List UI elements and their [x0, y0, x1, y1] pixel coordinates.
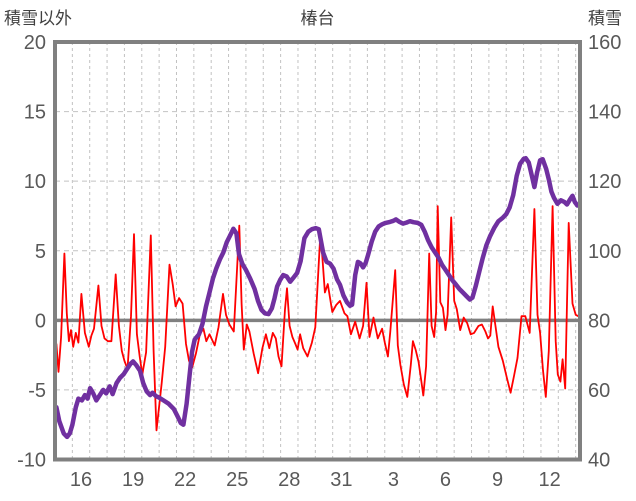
x-axis-tick-label: 22: [174, 469, 196, 491]
snow-depth-line: [54, 155, 582, 440]
left-axis-tick-label: 5: [35, 241, 46, 263]
non-snow-element-line: [55, 205, 580, 432]
right-axis-tick-label: 40: [588, 450, 610, 472]
left-axis-title: 積雪以外: [4, 9, 72, 28]
right-axis-title: 積雪: [588, 9, 622, 28]
right-axis-tick-label: 120: [588, 171, 621, 193]
right-axis-tick-label: 140: [588, 102, 621, 124]
left-axis-tick-label: 20: [24, 32, 46, 54]
left-axis-tick-label: 0: [35, 310, 46, 332]
x-axis-tick-label: 16: [70, 469, 92, 491]
x-axis-tick-label: 3: [388, 469, 399, 491]
left-axis-tick-label: -10: [17, 450, 46, 472]
right-axis-tick-label: 80: [588, 310, 610, 332]
x-axis-tick-label: 12: [539, 469, 561, 491]
x-axis-tick-label: 31: [330, 469, 352, 491]
right-axis-tick-label: 100: [588, 241, 621, 263]
right-axis-tick-label: 160: [588, 32, 621, 54]
right-axis-tick-label: 60: [588, 380, 610, 402]
x-axis-tick-label: 6: [440, 469, 451, 491]
left-axis-tick-label: 10: [24, 171, 46, 193]
plot-border: [53, 40, 582, 462]
x-axis-tick-label: 19: [122, 469, 144, 491]
left-axis-tick-label: -5: [28, 380, 46, 402]
chart-title: 椿台: [300, 9, 335, 28]
x-axis-tick-label: 9: [492, 469, 503, 491]
x-axis-tick-label: 25: [226, 469, 248, 491]
x-axis-tick-label: 28: [278, 469, 300, 491]
left-axis-tick-label: 15: [24, 102, 46, 124]
